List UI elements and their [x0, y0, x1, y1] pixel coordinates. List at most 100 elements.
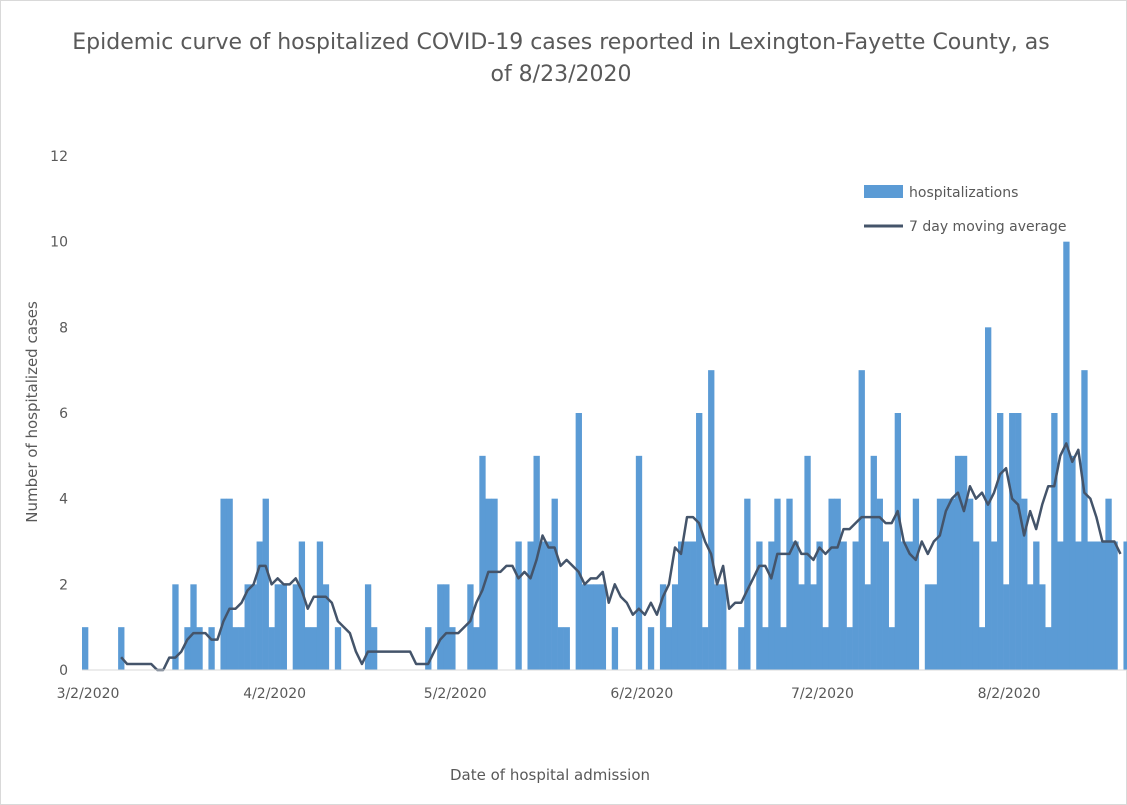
hospitalization-bar: [545, 541, 552, 670]
hospitalization-bar: [82, 627, 89, 670]
hospitalization-bar: [593, 584, 601, 670]
hospitalization-bar: [485, 498, 492, 670]
hospitalization-bar: [858, 370, 865, 670]
hospitalization-bar: [635, 455, 643, 670]
hospitalization-bar: [985, 327, 992, 670]
hospitalization-bar: [581, 584, 588, 670]
hospitalization-bar: [708, 370, 715, 670]
hospitalization-bar: [364, 584, 372, 670]
hospitalization-bar: [262, 498, 269, 670]
hospitalization-bar: [665, 627, 673, 670]
hospitalization-bar: [256, 541, 263, 670]
hospitalization-bar: [768, 541, 775, 670]
hospitalization-bar: [702, 627, 709, 670]
hospitalization-bar: [172, 584, 179, 670]
hospitalization-bar: [671, 584, 679, 670]
hospitalization-bar: [1123, 541, 1127, 670]
hospitalization-bar: [948, 498, 956, 670]
hospitalization-bar: [912, 498, 920, 670]
hospitalization-bar: [184, 627, 191, 670]
hospitalization-bar: [954, 455, 962, 670]
hospitalization-bar: [190, 584, 197, 670]
hospitalization-bar: [966, 498, 974, 670]
hospitalization-bar: [972, 541, 980, 670]
hospitalization-bar: [1009, 413, 1016, 670]
hospitalization-bar: [437, 584, 444, 670]
hospitalization-bar: [587, 584, 594, 670]
legend-bar-label: hospitalizations: [909, 185, 1018, 201]
y-tick-label: 2: [59, 577, 68, 593]
hospitalization-bar: [1105, 498, 1112, 670]
hospitalization-bar: [479, 455, 486, 670]
hospitalization-bar: [888, 627, 895, 670]
hospitalization-bar: [1081, 370, 1088, 670]
hospitalization-bar: [449, 627, 456, 670]
hospitalization-bar: [696, 413, 703, 670]
hospitalization-bar: [274, 584, 281, 670]
hospitalization-bar: [268, 627, 275, 670]
legend-line-label: 7 day moving average: [909, 219, 1066, 235]
hospitalization-bar: [786, 498, 793, 670]
x-tick-label: 6/2/2020: [610, 686, 673, 702]
hospitalization-bar: [960, 455, 968, 670]
hospitalization-bar: [118, 627, 125, 670]
hospitalization-bar: [936, 498, 944, 670]
x-tick-label: 7/2/2020: [791, 686, 854, 702]
legend: hospitalizations 7 day moving average: [864, 185, 1066, 235]
hospitalization-bar: [846, 627, 853, 670]
hospitalization-bar: [647, 627, 655, 670]
hospitalization-bar: [978, 627, 986, 670]
hospitalization-bar: [997, 413, 1004, 670]
hospitalization-bar: [792, 541, 799, 670]
legend-bar-swatch: [864, 185, 903, 198]
hospitalization-bar: [1093, 541, 1100, 670]
hospitalization-bar: [738, 627, 745, 670]
hospitalization-bar: [1087, 541, 1094, 670]
y-tick-label: 0: [59, 663, 68, 679]
hospitalization-bar: [250, 584, 257, 670]
hospitalization-bar: [659, 584, 667, 670]
x-axis-ticks: 3/2/2020 4/2/2020 5/2/2020 6/2/2020 7/2/2020…: [57, 686, 1041, 702]
hospitalization-bar: [876, 498, 883, 670]
hospitalization-bar: [942, 498, 950, 670]
hospitalization-bar: [882, 541, 889, 670]
hospitalization-bar: [1015, 413, 1022, 670]
hospitalization-bar: [840, 541, 847, 670]
hospitalization-bar: [292, 584, 300, 670]
hospitalization-bar: [870, 455, 877, 670]
hospitalization-bar: [906, 541, 914, 670]
hospitalization-bar: [762, 627, 769, 670]
hospitalization-bar: [316, 541, 324, 670]
hospitalization-bar: [208, 627, 215, 670]
hospitalization-bar: [539, 541, 546, 670]
y-tick-label: 10: [50, 235, 68, 251]
x-tick-label: 3/2/2020: [57, 686, 120, 702]
hospitalization-bar: [1099, 541, 1106, 670]
chart-title: Epidemic curve of hospitalized COVID-19 …: [72, 30, 1050, 87]
hospitalization-bar: [714, 584, 721, 670]
hospitalization-bar: [599, 584, 607, 670]
hospitalization-bar: [232, 627, 239, 670]
hospitalization-bar: [1111, 541, 1118, 670]
hospitalization-bar: [677, 541, 685, 670]
hospitalization-bar: [822, 627, 829, 670]
hospitalization-bar: [900, 541, 908, 670]
hospitalization-bar: [304, 627, 312, 670]
hospitalization-bar: [334, 627, 342, 670]
hospitalization-bar: [810, 584, 817, 670]
hospitalization-bar: [515, 541, 522, 670]
hospitalization-bar: [322, 584, 330, 670]
hospitalization-bar: [425, 627, 432, 670]
hospitalization-bar: [1051, 413, 1058, 670]
hospitalization-bar: [196, 627, 203, 670]
hospitalization-bar: [1039, 584, 1046, 670]
x-axis-title: Date of hospital admission: [450, 766, 650, 784]
hospitalization-bar: [720, 584, 727, 670]
y-axis-ticks: 0 2 4 6 8 10 12: [50, 149, 68, 679]
hospitalization-bar: [575, 413, 582, 670]
hospitalization-bar: [924, 584, 932, 670]
hospitalization-bar: [816, 541, 823, 670]
hospitalization-bar: [1069, 455, 1076, 670]
